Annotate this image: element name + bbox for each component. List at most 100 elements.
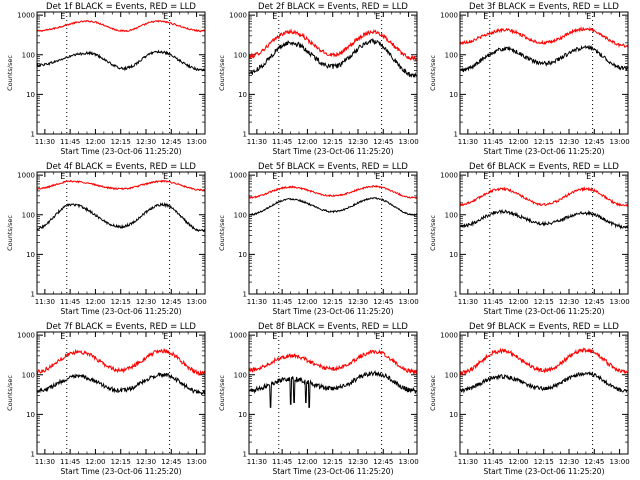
chart-panel: Det 6f BLACK = Events, RED = LLD Counts/s… xyxy=(429,162,630,316)
event-marker-label: E xyxy=(272,332,277,341)
x-tick-label: 12:30 xyxy=(559,298,579,306)
event-marker-label: E xyxy=(483,172,488,181)
y-tick-label: 1000 xyxy=(17,172,35,180)
chart-panel: Det 1f BLACK = Events, RED = LLD Counts/s… xyxy=(6,2,207,156)
x-tick-label: 12:30 xyxy=(348,138,368,146)
y-tick-label: 100 xyxy=(22,371,35,379)
x-tick-label: 12:30 xyxy=(559,138,579,146)
event-marker-label: E xyxy=(272,12,277,21)
x-axis-label: Start Time (23-Oct-06 11:25:20) xyxy=(60,307,181,316)
chart-title: Det 8f BLACK = Events, RED = LLD xyxy=(258,322,408,332)
event-marker-label: E xyxy=(586,172,591,181)
y-axis-label: Counts/sec xyxy=(6,215,14,251)
x-tick-label: 12:15 xyxy=(111,298,131,306)
x-axis-label: Start Time (23-Oct-06 11:25:20) xyxy=(483,307,604,316)
x-tick-label: 13:00 xyxy=(398,138,418,146)
x-tick-label: 13:00 xyxy=(609,298,629,306)
event-marker-label: E xyxy=(163,332,168,341)
x-tick-label: 12:00 xyxy=(297,458,317,466)
events-series-line xyxy=(248,196,418,217)
x-tick-label: 12:15 xyxy=(323,458,343,466)
event-marker-label: E xyxy=(375,332,380,341)
chart-panel: Det 8f BLACK = Events, RED = LLD Counts/s… xyxy=(218,322,419,476)
x-tick-label: 11:45 xyxy=(60,458,80,466)
x-tick-label: 12:00 xyxy=(85,298,105,306)
y-tick-label: 100 xyxy=(445,51,458,59)
x-tick-label: 12:00 xyxy=(297,298,317,306)
y-tick-label: 10 xyxy=(449,91,458,99)
y-tick-label: 1 xyxy=(31,131,35,139)
lld-series-line xyxy=(459,186,629,207)
x-tick-label: 11:30 xyxy=(35,458,55,466)
y-tick-label: 1000 xyxy=(229,332,247,340)
plot-frame xyxy=(36,11,206,135)
x-tick-label: 11:30 xyxy=(35,298,55,306)
y-axis-label: Counts/sec xyxy=(429,215,437,251)
x-tick-label: 12:45 xyxy=(161,298,181,306)
lld-series-line xyxy=(36,19,206,33)
y-tick-label: 1000 xyxy=(229,172,247,180)
x-tick-label: 11:45 xyxy=(483,138,503,146)
x-axis-label: Start Time (23-Oct-06 11:25:20) xyxy=(60,467,181,476)
x-tick-label: 11:45 xyxy=(272,298,292,306)
y-tick-label: 10 xyxy=(26,411,35,419)
event-marker-label: E xyxy=(586,12,591,21)
x-tick-label: 12:45 xyxy=(584,138,604,146)
y-tick-label: 1000 xyxy=(440,172,458,180)
x-tick-label: 12:45 xyxy=(161,138,181,146)
event-marker-label: E xyxy=(163,172,168,181)
y-tick-label: 10 xyxy=(238,411,247,419)
y-tick-label: 1 xyxy=(31,291,35,299)
y-tick-label: 100 xyxy=(234,211,247,219)
x-tick-label: 12:15 xyxy=(534,458,554,466)
y-tick-label: 1000 xyxy=(229,12,247,20)
chart-title: Det 4f BLACK = Events, RED = LLD xyxy=(46,162,196,172)
y-tick-label: 10 xyxy=(26,251,35,259)
x-tick-label: 11:45 xyxy=(483,298,503,306)
x-tick-label: 13:00 xyxy=(186,458,206,466)
chart-title: Det 1f BLACK = Events, RED = LLD xyxy=(46,2,196,12)
x-tick-label: 12:15 xyxy=(534,138,554,146)
x-tick-label: 12:00 xyxy=(297,138,317,146)
y-tick-label: 100 xyxy=(234,371,247,379)
x-tick-label: 11:30 xyxy=(458,458,478,466)
plot-frame xyxy=(36,171,206,295)
x-tick-label: 11:45 xyxy=(272,138,292,146)
chart-panel: Det 5f BLACK = Events, RED = LLD Counts/s… xyxy=(218,162,419,316)
y-tick-label: 1 xyxy=(243,131,247,139)
y-tick-label: 100 xyxy=(234,51,247,59)
y-tick-label: 10 xyxy=(238,251,247,259)
x-tick-label: 12:15 xyxy=(323,298,343,306)
lld-series-line xyxy=(459,347,629,377)
plot-frame xyxy=(36,331,206,455)
y-tick-label: 10 xyxy=(449,411,458,419)
y-axis-label: Counts/sec xyxy=(218,215,226,251)
chart-title: Det 5f BLACK = Events, RED = LLD xyxy=(258,162,408,172)
plot-frame xyxy=(459,331,629,455)
y-tick-label: 1000 xyxy=(17,332,35,340)
plot-frame xyxy=(248,171,418,295)
events-series-line xyxy=(459,208,629,230)
x-axis-label: Start Time (23-Oct-06 11:25:20) xyxy=(272,467,393,476)
y-axis-label: Counts/sec xyxy=(218,55,226,91)
x-tick-label: 12:30 xyxy=(559,458,579,466)
x-tick-label: 11:45 xyxy=(60,298,80,306)
y-tick-label: 1 xyxy=(243,291,247,299)
x-tick-label: 12:45 xyxy=(373,458,393,466)
chart-title: Det 7f BLACK = Events, RED = LLD xyxy=(46,322,196,332)
x-tick-label: 12:15 xyxy=(111,458,131,466)
x-tick-label: 12:00 xyxy=(508,298,528,306)
y-axis-label: Counts/sec xyxy=(6,55,14,91)
lld-series-line xyxy=(248,349,418,376)
x-tick-label: 13:00 xyxy=(609,138,629,146)
x-tick-label: 11:30 xyxy=(247,458,267,466)
events-series-line xyxy=(248,38,418,79)
x-tick-label: 13:00 xyxy=(186,138,206,146)
y-tick-label: 1000 xyxy=(17,12,35,20)
lld-series-line xyxy=(248,184,418,200)
x-tick-label: 12:30 xyxy=(136,458,156,466)
x-axis-label: Start Time (23-Oct-06 11:25:20) xyxy=(483,467,604,476)
lld-series-line xyxy=(248,28,418,62)
x-tick-label: 13:00 xyxy=(609,458,629,466)
